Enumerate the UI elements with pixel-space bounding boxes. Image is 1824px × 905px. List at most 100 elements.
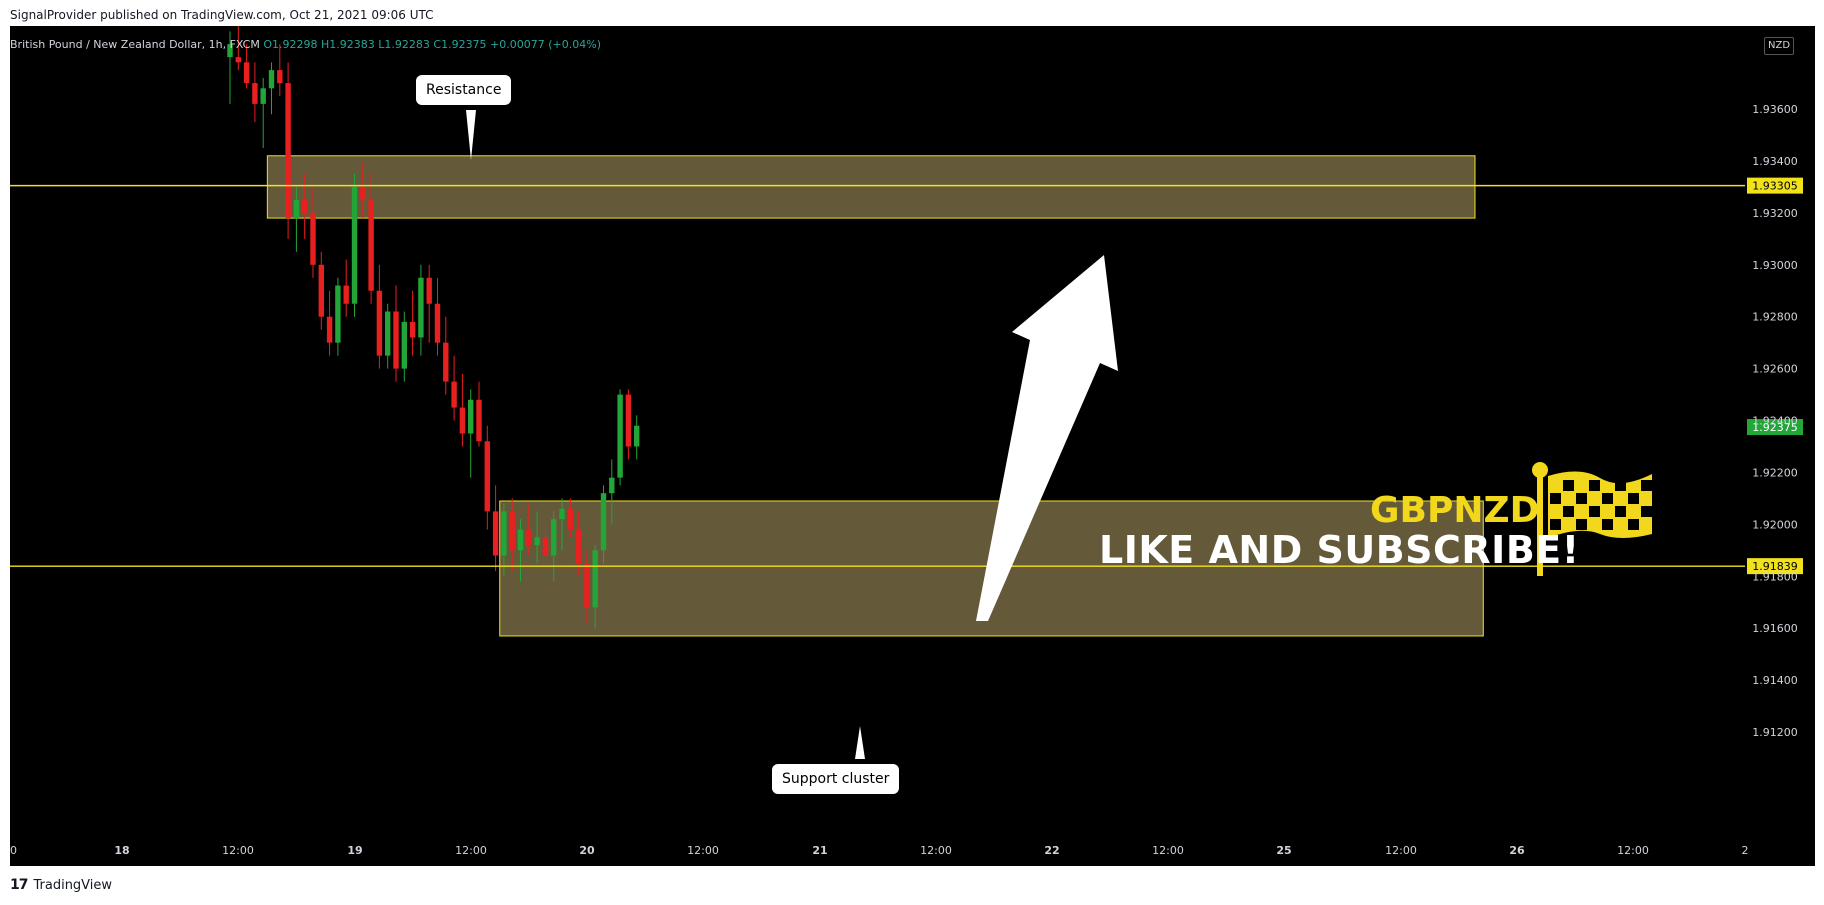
candle-body [326, 316, 333, 343]
candle-body [625, 394, 632, 447]
y-tick-label: 1.91800 [1752, 570, 1798, 583]
candle-body [534, 537, 540, 546]
candle-body [600, 493, 607, 551]
candle-body [235, 57, 241, 63]
flag-pole-knob [1532, 462, 1548, 478]
candle-body [310, 212, 316, 265]
promo-title: GBPNZD [1370, 490, 1540, 531]
candle-body [401, 321, 407, 369]
x-tick-label: 12:00 [687, 844, 719, 857]
y-tick-label: 1.93200 [1752, 207, 1798, 220]
x-tick-label: 2 [1742, 844, 1749, 857]
candle-body [293, 199, 300, 219]
candle-body [484, 441, 490, 512]
price-label: 1.91839 [1752, 560, 1798, 573]
price-label-box [1747, 558, 1803, 575]
flag-check [1641, 480, 1652, 491]
x-tick-label: 19 [347, 844, 362, 857]
ohlc-low: L1.92283 [378, 38, 430, 51]
tradingview-logo-icon: 17 [10, 877, 29, 893]
y-tick-label: 1.93000 [1752, 259, 1798, 272]
price-label-box [1747, 177, 1803, 194]
x-tick-label: 20 [579, 844, 595, 857]
x-tick-label: 12:00 [920, 844, 952, 857]
ohlc-change: +0.00077 (+0.04%) [490, 38, 602, 51]
x-tick-label: 21 [812, 844, 827, 857]
candle-body [318, 264, 324, 317]
chart-panel[interactable]: 1.93305 1.91839 1.92375 1.93600 1.93400 1.93… [10, 26, 1815, 866]
candle-body [443, 342, 449, 382]
publisher-header: SignalProvider published on TradingView.… [10, 8, 434, 22]
candle-body [617, 394, 623, 478]
price-axis: 1.93600 1.93400 1.93200 1.93000 1.92800 1.926… [1752, 103, 1798, 739]
candle-body [542, 537, 549, 556]
resistance-callout: Resistance [416, 75, 512, 105]
x-tick-label: 22 [1044, 844, 1059, 857]
candle-body [551, 519, 557, 556]
x-tick-label: 12:00 [1617, 844, 1649, 857]
candle-body [575, 529, 582, 564]
y-tick-label: 1.92200 [1752, 466, 1798, 479]
flag-check [1576, 493, 1587, 504]
candle-body [634, 425, 640, 447]
x-tick-label: 00 [10, 844, 17, 857]
flag-check [1602, 493, 1613, 504]
flag-check [1550, 493, 1561, 504]
candle-body [501, 511, 507, 556]
y-tick-label: 1.92400 [1752, 415, 1798, 428]
candle-body [260, 88, 266, 104]
candle-body [252, 83, 258, 104]
candle-body [360, 186, 366, 200]
candle-body [277, 70, 283, 84]
x-tick-label: 12:00 [1152, 844, 1184, 857]
support-callout: Support cluster [772, 764, 900, 794]
flag-check [1563, 506, 1574, 517]
candle-body [343, 285, 349, 304]
flag-check [1563, 480, 1574, 491]
x-tick-label: 25 [1276, 844, 1291, 857]
publisher-text: SignalProvider published on TradingView.… [10, 8, 434, 22]
promo-cta: LIKE AND SUBSCRIBE! [1099, 528, 1580, 572]
candle-body [459, 407, 466, 434]
x-tick-label: 12:00 [455, 844, 487, 857]
resistance-pointer [466, 110, 476, 160]
candle-body [385, 311, 391, 356]
candle-body [376, 290, 383, 356]
y-tick-label: 1.92800 [1752, 311, 1798, 324]
flag-check [1641, 506, 1652, 517]
candle-body [393, 311, 399, 369]
y-tick-label: 1.91600 [1752, 622, 1798, 635]
price-lines-layer: 1.93305 1.91839 1.92375 [10, 177, 1803, 575]
candle-body [584, 563, 590, 608]
last-price-label: 1.92375 [1752, 421, 1798, 434]
candle-body [451, 381, 457, 408]
candle-body [492, 511, 499, 556]
x-tick-label: 18 [114, 844, 129, 857]
candle-body [559, 508, 565, 520]
flag-check [1576, 519, 1587, 530]
candle-body [409, 321, 416, 338]
candle-body [468, 399, 474, 434]
y-tick-label: 1.91400 [1752, 674, 1798, 687]
candle-body [368, 199, 374, 291]
flag-check [1589, 480, 1600, 491]
x-tick-label: 26 [1509, 844, 1525, 857]
candle-body [268, 70, 275, 89]
currency-button[interactable]: NZD [1764, 37, 1794, 55]
candle-body [285, 83, 291, 219]
flag-check [1615, 480, 1626, 491]
y-tick-label: 1.91200 [1752, 726, 1798, 739]
footer-brand[interactable]: TradingView [33, 877, 113, 893]
x-tick-label: 12:00 [222, 844, 254, 857]
symbol-legend: British Pound / New Zealand Dollar, 1h, … [10, 38, 601, 51]
y-tick-label: 1.92000 [1752, 518, 1798, 531]
candle-body [243, 62, 250, 84]
time-axis: 00 18 12:00 19 12:00 20 12:00 21 12:00 22 12:00 25 1… [10, 844, 1749, 857]
zone-resistance [266, 155, 1476, 219]
candles-layer [227, 26, 640, 629]
flag-check [1589, 506, 1600, 517]
candle-body [351, 186, 358, 304]
flag-check [1615, 506, 1626, 517]
flag-check [1550, 519, 1561, 530]
